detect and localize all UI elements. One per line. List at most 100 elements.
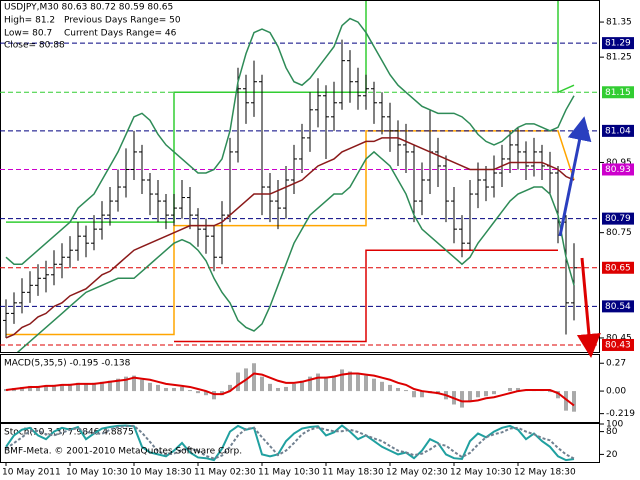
series-line [5,424,575,460]
histogram-bar [260,376,264,392]
histogram-bar [572,391,576,412]
histogram-bar [476,391,480,398]
pane-title: MACD(5,35,5) -0.195 -0.138 [4,359,131,369]
histogram-bar [404,390,408,392]
histogram-bar [516,387,520,392]
stoch-layer: Stoch(10,3,3) 7.9846 4.8875 [4,424,575,462]
histogram-bar [468,391,472,402]
histogram-bar [388,384,392,392]
histogram-bar [236,372,240,392]
histogram-bar [548,391,552,393]
histogram-bar [20,386,24,392]
histogram-bar [492,391,496,395]
histogram-bar [268,383,272,392]
level-label: 80.43 [605,340,631,350]
macd-pane [0,354,600,423]
histogram-bar [300,380,304,392]
quote: USDJPY,M30 80.63 80.72 80.59 80.65 [4,3,173,13]
main-layer [0,1,600,352]
histogram-bar [316,373,320,392]
histogram-bar [348,371,352,392]
histogram-bar [564,391,568,411]
level-label: 81.29 [605,39,631,49]
histogram-bar [28,385,32,392]
level-box [602,86,634,99]
x-tick-label: 12 May 02:30 [386,468,448,478]
histogram-bar [252,363,256,392]
info-box: USDJPY,M30 80.63 80.72 80.59 80.65 High=… [4,3,181,51]
histogram-bar [364,375,368,392]
low: Low= 80.7 [4,29,52,39]
histogram-bar [92,382,96,392]
level-label: 81.04 [605,126,631,136]
level-label: 80.65 [605,263,631,273]
y-tick-label: 80.75 [606,228,632,238]
level-box [602,300,634,313]
level-box [602,212,634,225]
histogram-bar [116,378,120,392]
histogram-bar [228,384,232,392]
histogram-bar [212,391,216,400]
histogram-bar [164,387,168,392]
histogram-bar [372,378,376,392]
series-line [5,372,575,407]
axes: 80.45 80.75 80.95 81.25 81.35 10 May 2011 10 M… [2,18,635,478]
histogram-bar [508,387,512,392]
histogram-bar [108,380,112,392]
y-tick-label: -0.219 [606,409,635,419]
histogram-bar [84,383,88,392]
level-label: 80.93 [605,165,631,175]
y-tick-label: 80 [606,427,618,437]
y-tick-label: 0.00 [606,387,626,397]
main-pane [0,0,600,353]
histogram-bar [140,379,144,392]
stoch-pane [0,423,600,463]
histogram-bar [204,391,208,396]
histogram-bar [36,385,40,392]
histogram-bar [148,382,152,392]
histogram-bar [44,385,48,392]
high: High= 81.2 [4,16,55,26]
x-tick-label: 10 May 18:30 [130,468,192,478]
y-tick-label: 80.95 [606,158,632,168]
level-box [602,124,634,137]
y-tick-label: 0.27 [606,359,626,369]
histogram-bar [556,391,560,399]
level-box [602,37,634,50]
histogram-bar [356,374,360,392]
y-tick-label: 81.25 [606,53,632,63]
histogram-bar [340,369,344,392]
y-tick-label: 100 [606,420,623,430]
x-tick-label: 11 May 10:30 [258,468,320,478]
series-line [16,150,575,352]
level-label: 81.15 [605,88,631,98]
close: Close= 80.88 [4,41,65,51]
y-tick-label: 81.35 [606,18,632,28]
histogram-bar [460,391,464,408]
y-tick-label: 80.45 [606,333,632,343]
histogram-bar [60,384,64,392]
histogram-bar [100,381,104,392]
histogram-bar [284,386,288,392]
series-line [5,137,575,339]
histogram-bar [292,383,296,392]
histogram-bar [132,375,136,392]
histogram-bar [308,376,312,392]
cur-range: Current Days Range= 46 [64,29,177,39]
histogram-bar [396,387,400,392]
x-tick-label: 11 May 02:30 [194,468,256,478]
x-tick-label: 10 May 10:30 [66,468,128,478]
histogram-bar [420,391,424,398]
histogram-bar [276,387,280,392]
histogram-bar [68,383,72,392]
histogram-bar [188,390,192,392]
histogram-bar [412,391,416,398]
series-line [5,17,575,265]
level-box [602,338,634,351]
level-box [602,261,634,274]
histogram-bar [380,381,384,392]
y-tick-label: 20 [606,450,618,460]
pane-title: Stoch(10,3,3) 7.9846 4.8875 [4,428,134,438]
range-line [174,249,558,343]
